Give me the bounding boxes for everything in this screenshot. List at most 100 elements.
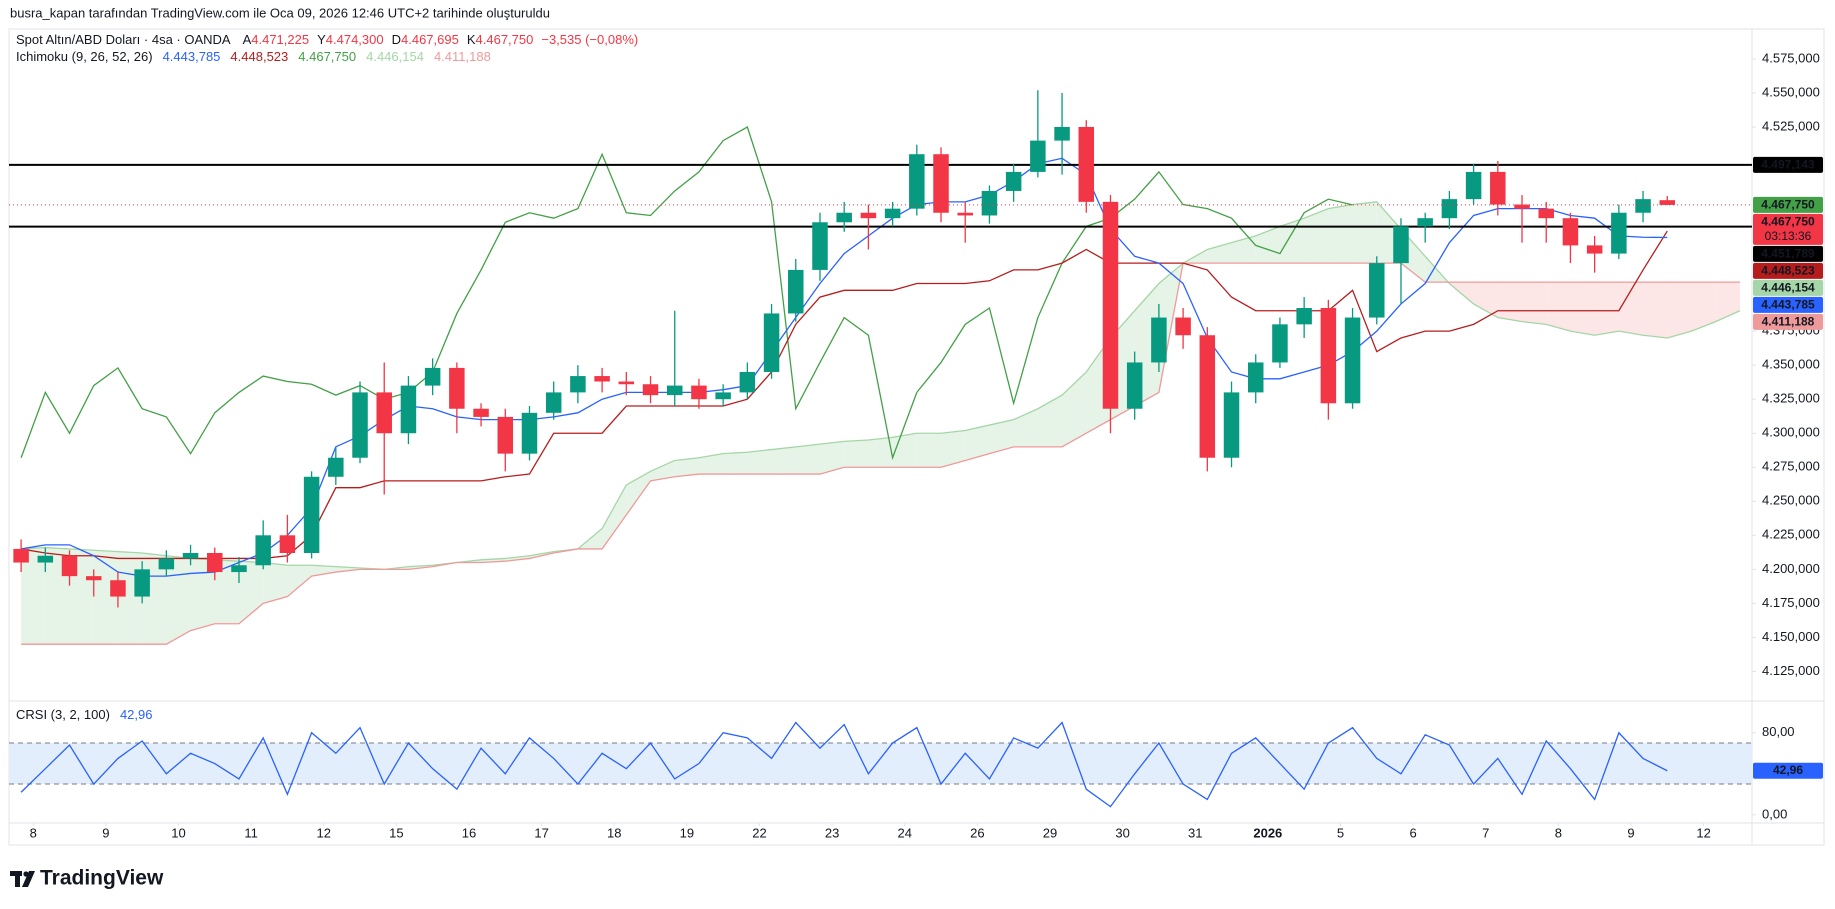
- candle-body: [1223, 392, 1240, 458]
- change: −3,535 (−0,08%): [541, 32, 638, 47]
- candle-body: [1538, 208, 1554, 219]
- price-axis-label: [1753, 313, 1823, 330]
- candle-body: [521, 412, 538, 454]
- cloud: [674, 457, 699, 477]
- ohlc-value: 4.474,300: [326, 32, 384, 47]
- x-tick-label: 11: [244, 825, 258, 840]
- cloud: [795, 444, 820, 475]
- candle-body: [1151, 317, 1167, 363]
- candle-body: [1054, 126, 1070, 141]
- cloud: [166, 555, 191, 645]
- candle-body: [207, 553, 223, 573]
- candle-body: [182, 553, 199, 559]
- indicator-legend: Ichimoku (9, 26, 52, 26) 4.443,785 4.448,5…: [16, 49, 491, 64]
- y-tick-label: 4.150,000: [1762, 629, 1820, 644]
- logo-text: TradingView: [40, 867, 164, 890]
- candle-body: [303, 476, 320, 554]
- candle-body: [1635, 199, 1651, 213]
- crsi-value: 42,96: [120, 707, 153, 722]
- cloud: [1473, 282, 1498, 318]
- candle-body: [836, 212, 852, 223]
- candle-body: [449, 367, 465, 409]
- cloud: [1715, 282, 1740, 322]
- x-tick-label: 17: [534, 825, 548, 840]
- y-tick-label: 4.575,000: [1762, 50, 1820, 65]
- y-tick-label: 4.250,000: [1762, 493, 1820, 508]
- cloud: [1522, 282, 1547, 325]
- candle-body: [933, 154, 949, 213]
- x-tick-label: 6: [1409, 825, 1416, 840]
- crsi-line: [20, 721, 1668, 808]
- candle-body: [158, 558, 175, 570]
- candle-body: [1514, 204, 1530, 209]
- candle-body: [61, 555, 78, 577]
- candle-body: [1344, 317, 1361, 404]
- candle-body: [957, 212, 973, 216]
- x-tick-label: 8: [1555, 825, 1562, 840]
- candle-body: [594, 376, 610, 382]
- candle-body: [1078, 126, 1095, 202]
- ichimoku-line: [20, 126, 1353, 461]
- candle-body: [812, 222, 828, 270]
- x-tick-label: 12: [316, 825, 330, 840]
- ohlc-value: 4.467,750: [476, 32, 534, 47]
- cloud: [771, 446, 796, 475]
- x-tick-label: 29: [1043, 825, 1057, 840]
- x-tick-label: 8: [30, 825, 37, 840]
- price-axis-label: [1753, 196, 1823, 213]
- candle-body: [545, 392, 562, 413]
- ichimoku-line: [20, 157, 1668, 577]
- cloud: [287, 565, 312, 597]
- candle-body: [981, 190, 998, 216]
- cloud: [1279, 218, 1305, 264]
- x-tick-label: 26: [970, 825, 984, 840]
- candle-body: [715, 392, 731, 400]
- candle-body: [1320, 308, 1337, 404]
- x-tick-label: 23: [825, 825, 839, 840]
- candle-body: [1030, 140, 1046, 172]
- candle-body: [352, 392, 368, 458]
- cloud: [1328, 204, 1353, 264]
- cloud: [868, 437, 893, 468]
- y-tick-label: 4.525,000: [1762, 118, 1820, 133]
- candle-body: [1490, 171, 1506, 205]
- x-tick-label: 15: [389, 825, 403, 840]
- ichimoku-line: [20, 230, 1668, 560]
- y-tick-label: 4.125,000: [1762, 663, 1820, 678]
- cloud: [21, 547, 46, 645]
- candle-body: [37, 555, 54, 563]
- candle-body: [1441, 199, 1458, 219]
- candle-body: [1659, 200, 1676, 205]
- indicator-value: 4.411,188: [434, 49, 491, 64]
- y-tick-label: 4.275,000: [1762, 459, 1820, 474]
- cloud: [311, 565, 336, 577]
- candle-body: [424, 367, 441, 386]
- cloud: [505, 555, 530, 562]
- ichimoku-line: [21, 262, 1740, 645]
- cloud: [1255, 226, 1280, 264]
- candle-body: [1102, 201, 1119, 409]
- symbol: Spot Altın/ABD Doları · 4sa · OANDA: [16, 32, 231, 47]
- y-tick-label: 4.550,000: [1762, 84, 1820, 99]
- candle-body: [788, 269, 804, 314]
- x-tick-label: 31: [1188, 825, 1202, 840]
- x-tick-label: 22: [752, 825, 766, 840]
- cloud: [214, 559, 239, 624]
- cloud: [1013, 408, 1038, 447]
- cloud: [1594, 282, 1619, 336]
- candle-body: [1562, 218, 1579, 246]
- crsi-legend: CRSI (3, 2, 100) 42,96: [16, 707, 152, 722]
- candle-body: [497, 416, 514, 454]
- crsi-tick-label: 0,00: [1762, 806, 1787, 821]
- cloud: [1231, 235, 1256, 264]
- y-tick-label: 4.300,000: [1762, 425, 1820, 440]
- frame: [8, 28, 1825, 846]
- cloud: [1037, 395, 1063, 447]
- price-axis-label: [1753, 279, 1823, 296]
- candle-body: [860, 212, 877, 219]
- cloud: [602, 484, 627, 549]
- countdown: 03:13:36: [1765, 229, 1812, 243]
- indicator-value: 4.446,154: [366, 49, 424, 64]
- candle-body: [1175, 317, 1191, 336]
- price-axis-label: [1753, 156, 1823, 173]
